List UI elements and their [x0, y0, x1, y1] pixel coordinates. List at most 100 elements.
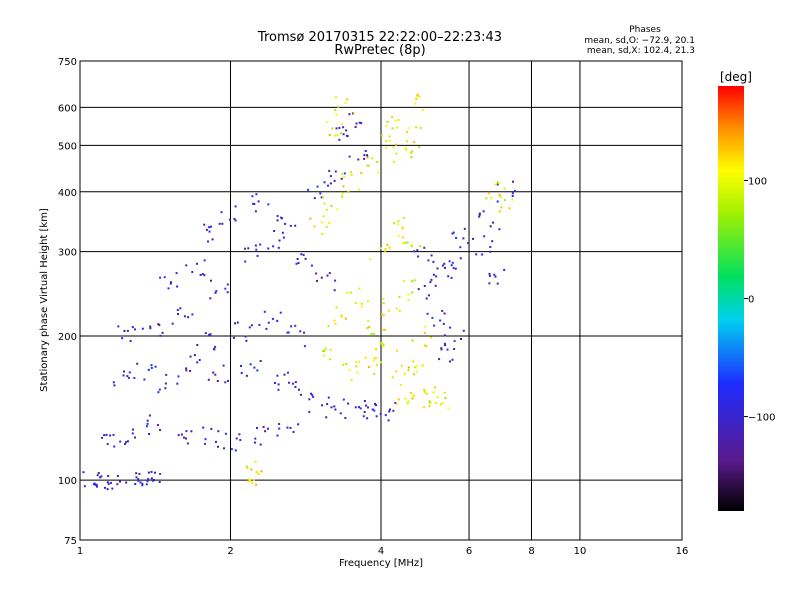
echo-point: [380, 134, 383, 137]
echo-point: [436, 396, 439, 399]
echo-point: [493, 273, 496, 276]
echo-point: [462, 237, 465, 240]
echo-point: [208, 333, 211, 336]
echo-point: [488, 274, 491, 277]
echo-point: [321, 404, 323, 407]
echo-point: [380, 361, 383, 364]
echo-point: [412, 394, 415, 396]
echo-point: [344, 101, 347, 104]
echo-point: [154, 365, 157, 368]
echo-point: [391, 127, 394, 130]
echo-point: [330, 205, 333, 207]
echo-point: [131, 432, 134, 435]
echo-point: [152, 479, 154, 482]
echo-point: [381, 313, 383, 316]
echo-point: [158, 324, 161, 327]
echo-point: [385, 140, 388, 143]
echo-point: [353, 111, 356, 114]
echo-point: [478, 212, 481, 215]
echo-point: [339, 412, 342, 415]
echo-point: [100, 475, 103, 478]
echo-point: [214, 373, 217, 376]
echo-point: [276, 319, 279, 322]
echo-point: [503, 187, 506, 190]
echo-point: [267, 203, 270, 206]
echo-point: [245, 339, 248, 342]
echo-point: [107, 482, 110, 485]
echo-point: [350, 173, 353, 176]
echo-point: [205, 228, 208, 231]
echo-point: [119, 440, 122, 443]
echo-point: [246, 467, 249, 469]
echo-point: [345, 362, 348, 365]
echo-point: [402, 242, 404, 245]
echo-point: [342, 185, 345, 188]
echo-point: [283, 373, 286, 376]
echo-point: [423, 390, 426, 393]
echo-point: [322, 215, 325, 218]
echo-point: [451, 358, 454, 361]
echo-point: [435, 275, 438, 278]
echo-point: [463, 227, 466, 230]
echo-point: [425, 345, 428, 348]
echo-point: [254, 244, 257, 247]
echo-point: [287, 331, 290, 334]
echo-point: [333, 405, 336, 408]
echo-point: [141, 484, 144, 487]
echo-point: [329, 348, 332, 351]
echo-point: [444, 397, 447, 399]
echo-point: [342, 363, 345, 366]
echo-point: [478, 213, 481, 216]
echo-point: [498, 194, 501, 197]
echo-point: [387, 419, 390, 422]
echo-point: [404, 397, 407, 400]
echo-point: [248, 478, 251, 481]
echo-point: [101, 436, 104, 439]
echo-point: [203, 274, 206, 277]
echo-point: [371, 408, 374, 411]
echo-point: [397, 220, 400, 223]
echo-point: [452, 267, 455, 270]
echo-point: [286, 331, 289, 334]
echo-point: [217, 445, 219, 448]
y-tick-label: 100: [58, 476, 77, 487]
echo-point: [343, 172, 346, 175]
echo-point: [400, 364, 403, 367]
echo-point: [392, 409, 395, 412]
echo-point: [417, 288, 420, 291]
echo-point: [342, 133, 345, 136]
echo-point: [488, 282, 491, 285]
echo-point: [326, 120, 329, 123]
echo-point: [249, 363, 252, 366]
echo-point: [227, 379, 229, 382]
echo-point: [129, 340, 132, 342]
echo-point: [376, 161, 379, 164]
echo-point: [230, 448, 233, 451]
echo-point: [113, 445, 116, 448]
echo-point: [421, 364, 424, 367]
echo-point: [394, 119, 397, 122]
echo-point: [296, 258, 299, 260]
echo-point: [148, 433, 150, 435]
echo-point: [177, 434, 180, 437]
echo-point: [504, 199, 506, 202]
echo-point: [396, 307, 398, 310]
echo-point: [292, 431, 295, 433]
echo-point: [511, 192, 514, 195]
echo-point: [289, 224, 292, 227]
echo-point: [341, 123, 344, 126]
echo-point: [407, 127, 410, 129]
echo-point: [362, 415, 365, 418]
echo-point: [127, 440, 129, 443]
colorbar: [718, 86, 744, 511]
echo-point: [250, 468, 253, 471]
echo-point: [375, 415, 378, 418]
echo-point: [163, 276, 166, 279]
echo-point: [131, 326, 134, 329]
echo-point: [440, 348, 443, 351]
echo-point: [198, 359, 201, 361]
echo-point: [453, 348, 456, 350]
echo-point: [298, 388, 300, 391]
echo-point: [441, 264, 444, 267]
echo-point: [208, 226, 211, 229]
